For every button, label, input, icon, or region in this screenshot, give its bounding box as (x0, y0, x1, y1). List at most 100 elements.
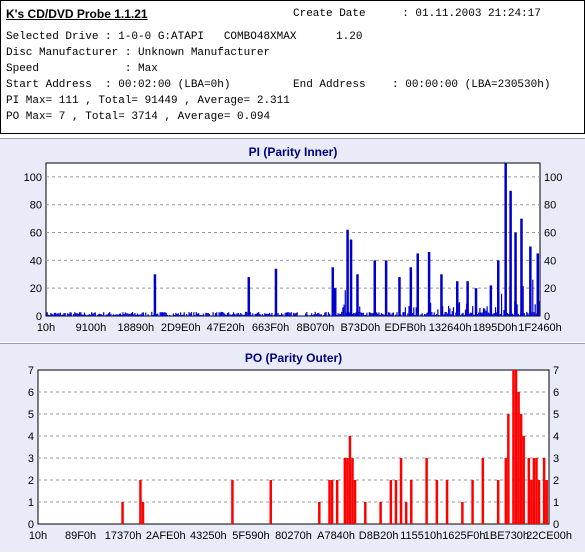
data-peak-bar (427, 252, 431, 316)
plot-area (45, 162, 541, 317)
data-peak-bar (356, 274, 359, 316)
data-peak-bar (517, 392, 520, 524)
data-peak-bar (425, 458, 428, 524)
data-peak-bar (507, 414, 510, 524)
x-tick-label: A7840h (317, 530, 355, 542)
data-peak-bar (514, 370, 518, 524)
data-peak-bar (404, 502, 408, 524)
y-tick-label-right: 4 (553, 431, 559, 443)
y-tick-label-right: 5 (553, 409, 559, 421)
data-peak-bar (364, 502, 367, 524)
data-peak-bar (318, 502, 321, 524)
y-tick-label-left: 2 (28, 475, 34, 487)
data-peak-bar (394, 480, 398, 524)
data-peak-bar (456, 281, 459, 316)
data-peak-bar (139, 480, 142, 524)
y-tick-label-left: 60 (30, 228, 42, 240)
y-tick-label-left: 4 (28, 431, 34, 443)
series-bars (46, 163, 540, 316)
data-peak-bar (496, 480, 500, 524)
x-tick-label: 1625F0h (442, 530, 485, 542)
x-tick-label: 47E20h (207, 322, 245, 334)
create-date-label: Create Date (293, 8, 366, 20)
data-peak-bar (497, 260, 500, 316)
data-peak-bar (331, 267, 335, 316)
data-peak-bar (247, 277, 251, 316)
x-tick-label: 2AFE0h (146, 530, 186, 542)
y-tick-label-left: 5 (28, 409, 34, 421)
data-peak-bar (349, 239, 353, 316)
y-tick-label-right: 2 (553, 475, 559, 487)
data-peak-bar (519, 414, 523, 524)
pi-chart: PI (Parity Inner) 0 0 20 20 40 40 60 60 80 80 100 10… (24, 145, 563, 334)
x-tick-label: 2D9E0h (161, 322, 201, 334)
data-peak-bar (522, 436, 525, 524)
end-address-line: End Address : 00:00:00 (LBA=230530h) (293, 79, 551, 91)
y-tick-label-left: 80 (30, 200, 42, 212)
create-date: Create Date : 01.11.2003 21:24:17 (293, 8, 541, 20)
y-tick-label-left: 40 (30, 255, 42, 267)
x-tick-label: D8B20h (359, 530, 399, 542)
data-peak-bar (379, 502, 382, 524)
y-tick-label-right: 6 (553, 387, 559, 399)
data-peak-bar (153, 274, 157, 316)
y-tick-label-right: 40 (544, 255, 556, 267)
data-peak-bar (474, 288, 478, 316)
app-title: K's CD/DVD Probe 1.1.21 (6, 7, 148, 21)
y-tick-label-left: 3 (28, 453, 34, 465)
data-peak-bar (274, 268, 278, 316)
y-tick-label-left: 100 (24, 172, 42, 184)
data-peak-bar (545, 480, 548, 524)
data-peak-bar (335, 480, 339, 524)
data-peak-bar (399, 458, 403, 524)
data-peak-bar (530, 480, 533, 524)
po-chart: PO (Parity Outer) 0 0 1 1 2 2 3 3 4 4 5 5 6 6 7 7 10h 89F0… (28, 351, 572, 542)
data-peak-bar (537, 480, 541, 524)
data-peak-bar (461, 502, 464, 524)
x-tick-label: 663F0h (252, 322, 289, 334)
y-tick-label-right: 1 (553, 497, 559, 509)
series-bars (121, 370, 548, 524)
x-tick-label: 1F2460h (518, 322, 561, 334)
y-tick-label-right: 100 (544, 172, 562, 184)
y-tick-label-right: 20 (544, 283, 556, 295)
data-peak-bar (471, 480, 474, 524)
manufacturer-line: Disc Manufacturer : Unknown Manufacturer (6, 47, 271, 59)
data-peak-bar (527, 458, 531, 524)
data-peak-bar (328, 480, 331, 524)
y-tick-label-right: 7 (553, 365, 559, 377)
x-tick-label: 89F0h (65, 530, 96, 542)
data-peak-bar (333, 288, 337, 316)
chart-title: PO (Parity Outer) (245, 351, 342, 365)
po-chart-panel: PO (Parity Outer) 0 0 1 1 2 2 3 3 4 4 5 5 6 6 7 7 10h 89F0… (0, 343, 585, 552)
y-tick-label-left: 6 (28, 387, 34, 399)
data-peak-bar (529, 246, 532, 316)
drive-line: Selected Drive : 1-0-0 G:ATAPI COMBO48XM… (6, 31, 363, 43)
speed-line: Speed : Max (6, 63, 158, 75)
data-peak-bar (353, 480, 357, 524)
x-tick-label: 8B070h (296, 322, 334, 334)
data-peak-bar (532, 458, 536, 524)
data-peak-bar (398, 277, 401, 316)
info-panel: K's CD/DVD Probe 1.1.21 Create Date : 01… (0, 0, 585, 134)
data-peak-bar (509, 190, 512, 316)
x-tick-label: B73D0h (340, 322, 380, 334)
data-peak-bar (466, 281, 469, 316)
y-tick-label-left: 20 (30, 283, 42, 295)
data-peak-bar (389, 480, 393, 524)
x-tick-label: 22CE00h (526, 530, 572, 542)
data-peak-bar (343, 458, 347, 524)
y-tick-label-left: 0 (36, 311, 42, 323)
y-tick-label-right: 3 (553, 453, 559, 465)
y-tick-label-right: 60 (544, 228, 556, 240)
data-peak-bar (489, 285, 493, 316)
pi-chart-panel: PI (Parity Inner) 0 0 20 20 40 40 60 60 80 80 100 10… (0, 138, 585, 342)
x-tick-label: 10h (37, 322, 55, 334)
data-peak-bar (535, 458, 538, 524)
data-peak-bar (121, 502, 124, 524)
x-tick-label: 115510h (400, 530, 442, 542)
data-peak-bar (542, 458, 546, 524)
x-tick-label: 5F590h (232, 530, 269, 542)
data-peak-bar (512, 370, 515, 524)
x-tick-label: 132640h (429, 322, 472, 334)
